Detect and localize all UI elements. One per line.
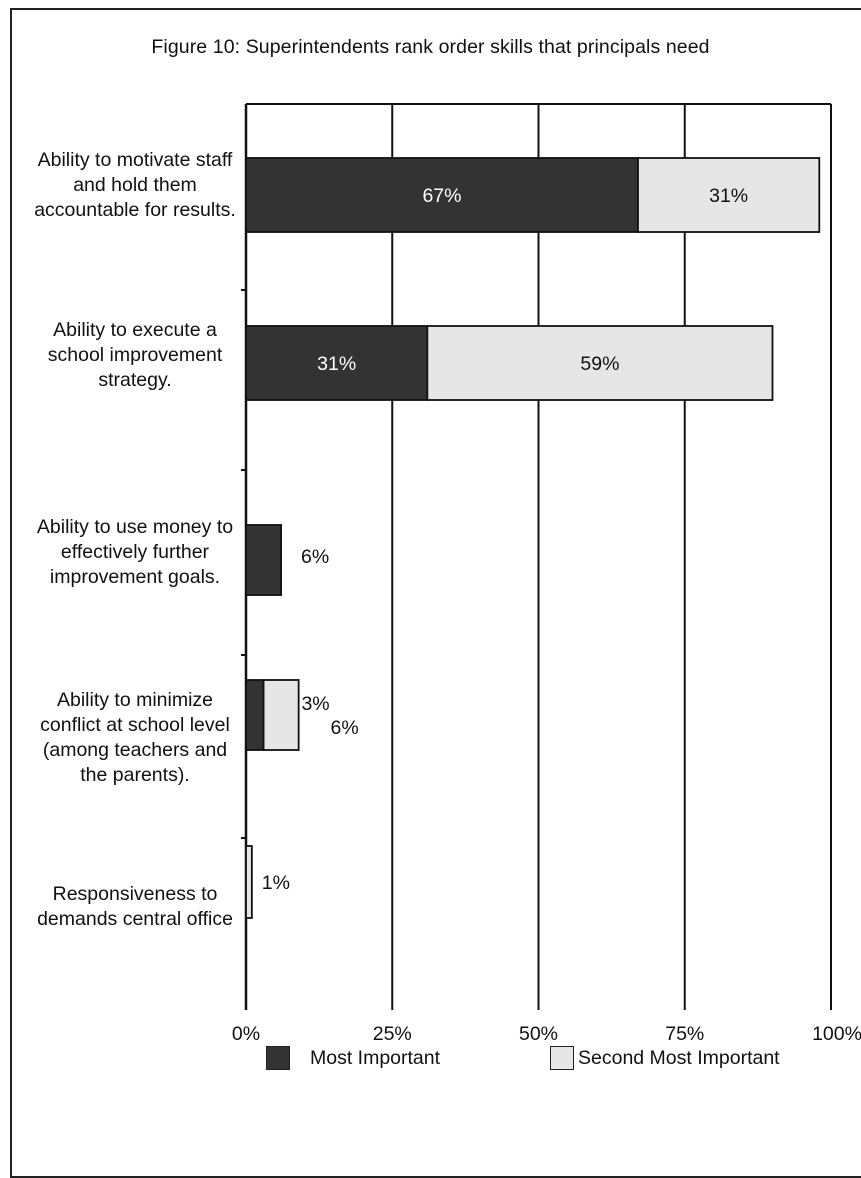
- legend-item-second-most-important: Second Most Important: [550, 1044, 780, 1072]
- data-label: 6%: [301, 546, 329, 568]
- legend-swatch-second-most-important: [550, 1046, 574, 1070]
- data-label: 67%: [422, 185, 461, 207]
- legend-item-most-important: Most Important: [266, 1044, 440, 1072]
- legend-label: Second Most Important: [578, 1046, 780, 1069]
- bar-most-important: [245, 679, 265, 751]
- category-label: Ability to use money to effectively furt…: [36, 516, 234, 588]
- data-label: 31%: [709, 185, 748, 207]
- chart-title: Figure 10: Superintendents rank order sk…: [151, 36, 710, 58]
- data-label: 6%: [331, 717, 359, 739]
- x-tick-label: 25%: [373, 1023, 412, 1045]
- category-label: Ability to minimize conflict at school l…: [40, 689, 230, 786]
- bar-second-most-important: [637, 157, 821, 233]
- x-tick-label: 100%: [812, 1023, 861, 1045]
- x-tick-label: 0%: [232, 1023, 260, 1045]
- data-label: 31%: [317, 353, 356, 375]
- bar-most-important: [245, 524, 282, 596]
- category-label: Ability to motivate staff and hold them …: [34, 149, 236, 221]
- legend-label: Most Important: [310, 1046, 441, 1069]
- bar-second-most-important: [245, 845, 253, 919]
- bar-second-most-important: [426, 325, 774, 401]
- data-label: 59%: [580, 353, 619, 375]
- legend-swatch-most-important: [266, 1046, 290, 1070]
- data-label: 3%: [301, 693, 329, 715]
- x-tick-label: 50%: [519, 1023, 558, 1045]
- category-label: Ability to execute a school improvement …: [47, 319, 223, 391]
- bar-second-most-important: [262, 679, 300, 751]
- x-tick-label: 75%: [665, 1023, 704, 1045]
- data-label: 1%: [262, 872, 290, 894]
- category-label: Responsiveness to demands central office: [37, 883, 233, 930]
